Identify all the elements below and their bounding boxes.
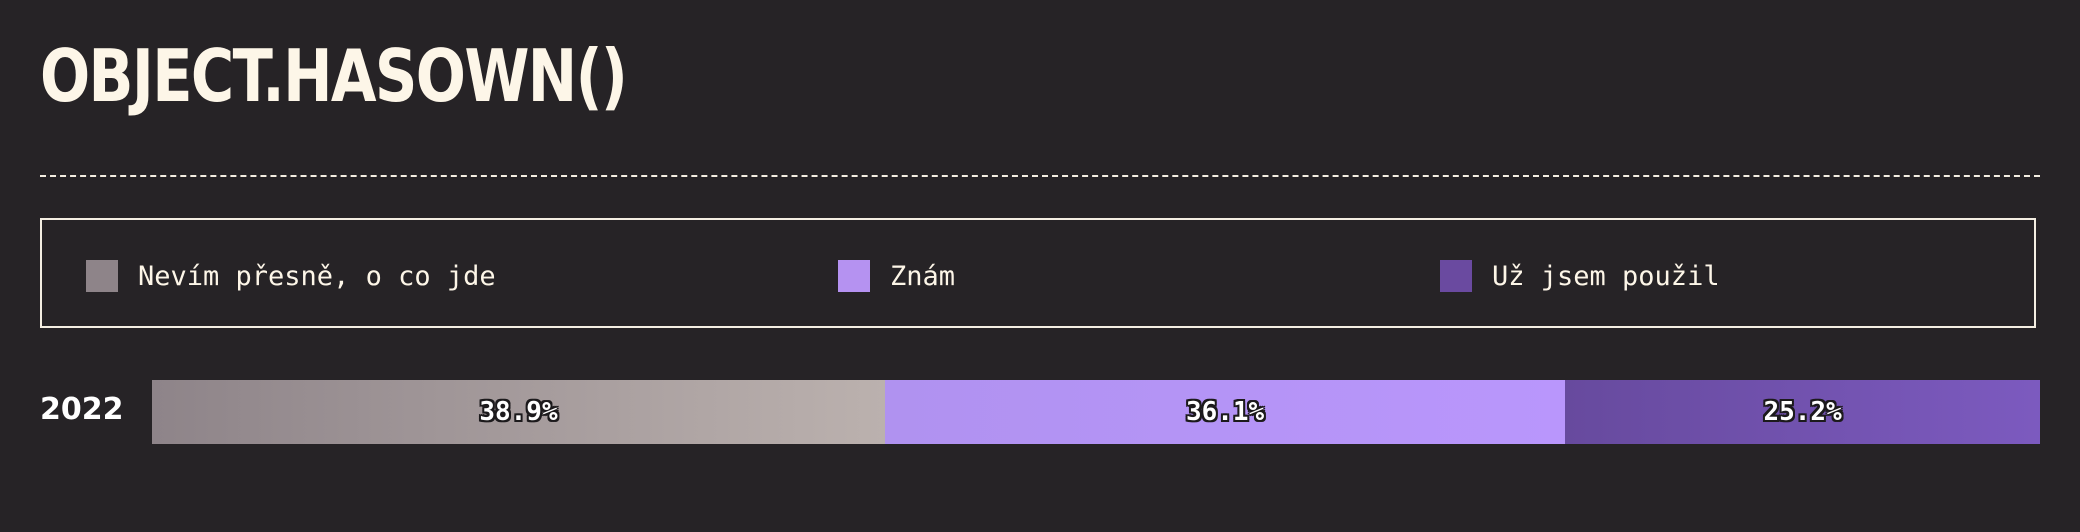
legend-item-used[interactable]: Už jsem použil bbox=[1440, 260, 1720, 292]
stacked-bar-2022: 38.9% 36.1% 25.2% bbox=[152, 380, 2041, 444]
bar-value-unknown: 38.9% bbox=[479, 397, 558, 427]
category-label-2022: 2022 bbox=[40, 392, 124, 427]
legend-swatch-known bbox=[838, 260, 870, 292]
chart-title: OBJECT.HASOWN() bbox=[40, 34, 628, 118]
legend-label-unknown: Nevím přesně, o co jde bbox=[138, 260, 496, 292]
bar-segment-unknown[interactable]: 38.9% bbox=[152, 380, 885, 444]
dashed-divider bbox=[40, 175, 2040, 177]
legend-label-used: Už jsem použil bbox=[1492, 260, 1720, 292]
bar-segment-known[interactable]: 36.1% bbox=[884, 380, 1566, 444]
bar-value-known: 36.1% bbox=[1185, 397, 1265, 427]
legend-item-known[interactable]: Znám bbox=[838, 260, 955, 292]
legend: Nevím přesně, o co jde Znám Už jsem použ… bbox=[40, 218, 2036, 328]
legend-label-known: Znám bbox=[890, 260, 956, 292]
legend-swatch-used bbox=[1440, 260, 1472, 292]
bar-value-used: 25.2% bbox=[1763, 397, 1842, 427]
legend-item-unknown[interactable]: Nevím přesně, o co jde bbox=[86, 260, 496, 292]
legend-swatch-unknown bbox=[86, 260, 118, 292]
bar-segment-used[interactable]: 25.2% bbox=[1565, 380, 2041, 444]
